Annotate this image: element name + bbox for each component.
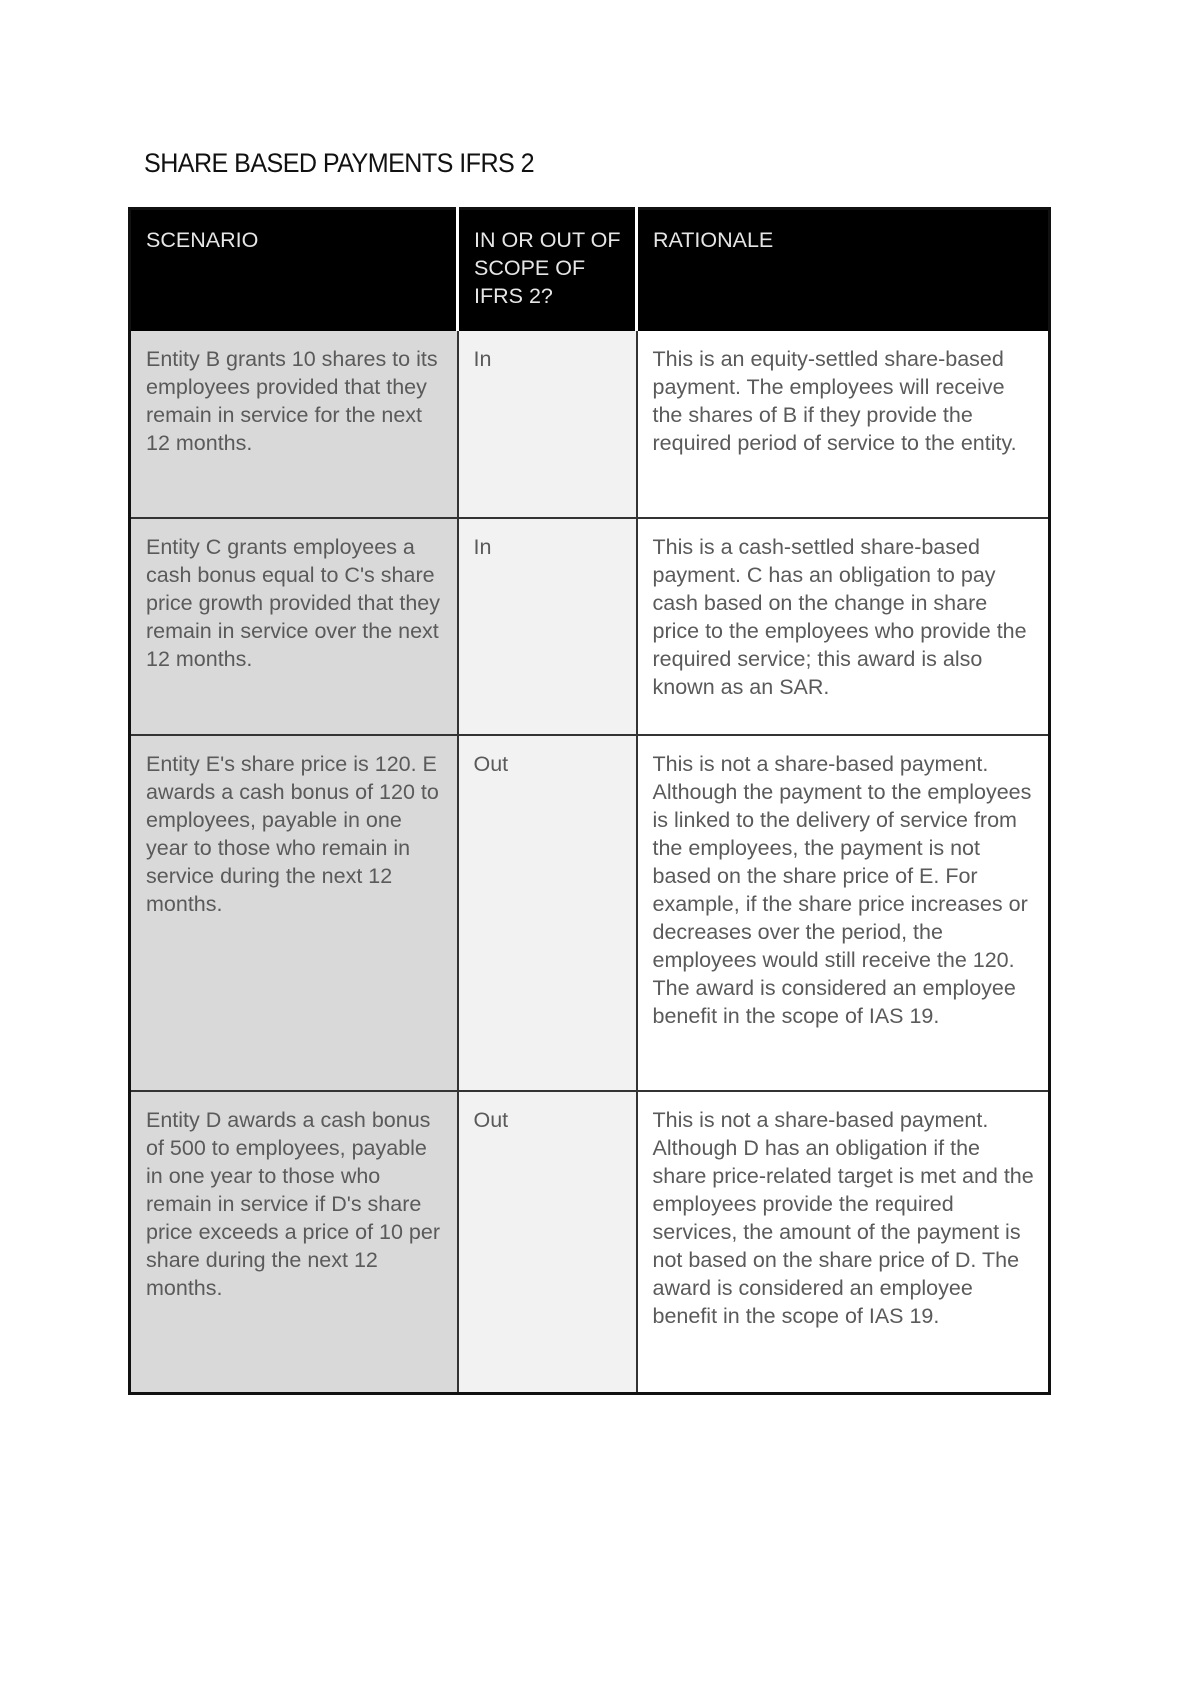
scenario-cell: Entity E's share price is 120. E awards … — [128, 734, 459, 1092]
scope-table: SCENARIO IN OR OUT OF SCOPE OF IFRS 2? R… — [128, 207, 1051, 1395]
table-row: Entity C grants employees a cash bonus e… — [128, 517, 1051, 736]
scenario-cell: Entity B grants 10 shares to its employe… — [128, 329, 459, 519]
table-row: Entity D awards a cash bonus of 500 to e… — [128, 1090, 1051, 1395]
table-row: Entity B grants 10 shares to its employe… — [128, 329, 1051, 519]
header-scenario: SCENARIO — [128, 207, 459, 331]
scope-cell: In — [456, 517, 638, 736]
rationale-cell: This is a cash-settled share-based payme… — [635, 517, 1051, 736]
header-rationale: RATIONALE — [635, 207, 1051, 331]
scenario-cell: Entity C grants employees a cash bonus e… — [128, 517, 459, 736]
table-row: Entity E's share price is 120. E awards … — [128, 734, 1051, 1092]
scope-cell: In — [456, 329, 638, 519]
header-scope: IN OR OUT OF SCOPE OF IFRS 2? — [456, 207, 638, 331]
rationale-cell: This is not a share-based payment. Altho… — [635, 734, 1051, 1092]
rationale-cell: This is an equity-settled share-based pa… — [635, 329, 1051, 519]
scope-cell: Out — [456, 734, 638, 1092]
page-title: SHARE BASED PAYMENTS IFRS 2 — [144, 148, 535, 178]
rationale-cell: This is not a share-based payment. Altho… — [635, 1090, 1051, 1395]
scope-cell: Out — [456, 1090, 638, 1395]
scenario-cell: Entity D awards a cash bonus of 500 to e… — [128, 1090, 459, 1395]
table-header-row: SCENARIO IN OR OUT OF SCOPE OF IFRS 2? R… — [128, 207, 1051, 331]
